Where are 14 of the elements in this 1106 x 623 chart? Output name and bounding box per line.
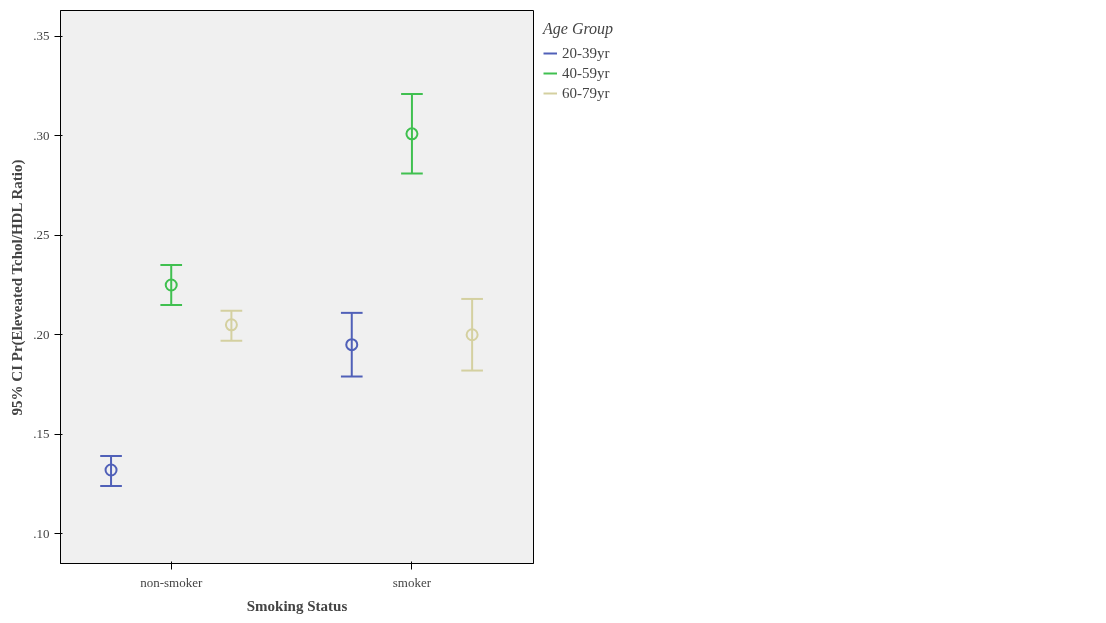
legend-title: Age Group [543,20,614,38]
x-tick-label: non-smoker [140,574,203,590]
legend-label: 20-39yr [562,44,610,62]
legend-label: 60-79yr [562,84,610,102]
y-tick-label: .15 [33,426,50,442]
x-tick-label: smoker [392,574,432,590]
y-tick-label: .25 [33,227,50,243]
y-tick-label: .35 [33,28,50,44]
x-axis-title: Smoking Status [246,597,348,614]
y-axis-title: 95% CI Pr(Eleveated Tchol/HDL Ratio) [9,159,27,416]
y-tick-label: .30 [33,127,50,143]
legend-label: 40-59yr [562,64,610,82]
y-tick-label: .20 [33,326,50,342]
y-tick-label: .10 [33,525,50,541]
